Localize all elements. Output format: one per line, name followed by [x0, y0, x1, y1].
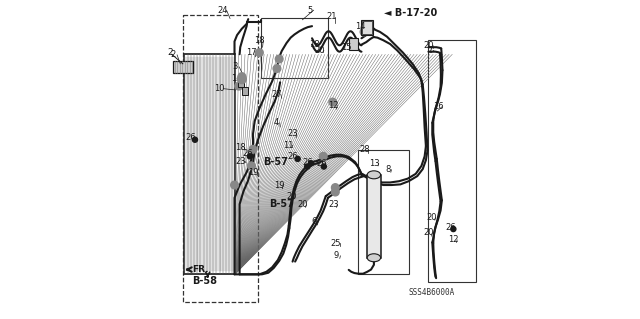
Text: 26: 26 [242, 149, 253, 158]
Text: 9: 9 [334, 251, 339, 260]
Text: 1: 1 [230, 74, 236, 83]
Bar [349, 38, 358, 50]
Circle shape [235, 82, 243, 90]
Circle shape [308, 161, 314, 166]
Text: 16: 16 [433, 102, 444, 111]
Text: 7: 7 [428, 46, 433, 55]
Circle shape [238, 73, 246, 80]
Circle shape [305, 164, 310, 169]
Text: 17: 17 [246, 48, 257, 57]
Text: 8: 8 [385, 165, 390, 174]
Text: 15: 15 [341, 43, 351, 52]
Circle shape [360, 28, 368, 36]
Text: 25: 25 [331, 239, 341, 248]
Text: 5: 5 [307, 6, 312, 15]
Text: 13: 13 [369, 159, 380, 168]
Text: 18: 18 [235, 143, 246, 152]
Text: 23: 23 [287, 129, 298, 138]
Bar [428, 40, 476, 282]
Text: 20: 20 [286, 192, 296, 201]
Text: 11: 11 [284, 141, 294, 150]
Text: ◄ B-17-20: ◄ B-17-20 [384, 8, 437, 19]
Bar [261, 18, 328, 78]
Text: FR.: FR. [193, 265, 209, 274]
Circle shape [255, 49, 263, 56]
Circle shape [321, 164, 326, 169]
Text: 18: 18 [309, 40, 319, 48]
Circle shape [248, 162, 255, 170]
Bar [367, 175, 381, 258]
Bar [237, 80, 244, 87]
Bar [173, 61, 193, 73]
Text: 27: 27 [271, 90, 282, 99]
Text: 26: 26 [302, 158, 312, 167]
Circle shape [230, 181, 238, 189]
Bar [242, 87, 248, 95]
Text: 26: 26 [186, 133, 196, 142]
Bar [362, 20, 372, 35]
Text: 19: 19 [274, 181, 284, 190]
Text: 4: 4 [273, 118, 278, 127]
Circle shape [237, 75, 246, 84]
Text: 19: 19 [248, 168, 259, 177]
Text: 20: 20 [297, 200, 308, 209]
Text: B-58: B-58 [193, 276, 218, 286]
Text: 6: 6 [312, 217, 317, 226]
Ellipse shape [367, 171, 381, 179]
Text: B-57: B-57 [269, 198, 294, 209]
Circle shape [275, 55, 283, 63]
Text: 20: 20 [426, 213, 437, 222]
Text: 21: 21 [326, 12, 337, 21]
Text: 20: 20 [315, 46, 325, 55]
Text: 26: 26 [316, 159, 327, 168]
Circle shape [247, 154, 252, 159]
Circle shape [273, 65, 281, 72]
Text: 2: 2 [168, 48, 173, 57]
Circle shape [332, 188, 339, 196]
Bar [362, 21, 372, 34]
Circle shape [329, 98, 337, 106]
Text: SSS4B6000A: SSS4B6000A [409, 288, 455, 297]
Circle shape [193, 137, 198, 142]
Text: 3: 3 [233, 63, 238, 71]
Text: 23: 23 [236, 157, 246, 166]
Text: 23: 23 [328, 200, 339, 209]
Text: 12: 12 [328, 101, 339, 110]
Circle shape [332, 184, 339, 191]
Text: 10: 10 [214, 84, 225, 93]
Text: B-57: B-57 [263, 157, 288, 167]
Bar [183, 15, 258, 302]
Text: 12: 12 [448, 235, 459, 244]
Text: 20: 20 [424, 41, 435, 50]
Circle shape [319, 152, 327, 160]
Text: 18: 18 [254, 36, 265, 45]
Text: 20: 20 [423, 228, 434, 237]
Text: 14: 14 [355, 22, 365, 31]
Circle shape [295, 156, 300, 161]
Circle shape [451, 226, 456, 232]
Text: 28: 28 [359, 145, 370, 154]
Bar [358, 150, 410, 274]
Text: 24: 24 [218, 6, 228, 15]
Text: 26: 26 [287, 152, 298, 161]
Text: 2: 2 [171, 50, 176, 59]
Text: 26: 26 [445, 223, 456, 232]
Ellipse shape [367, 254, 381, 262]
Bar [184, 54, 235, 274]
Circle shape [249, 145, 257, 153]
